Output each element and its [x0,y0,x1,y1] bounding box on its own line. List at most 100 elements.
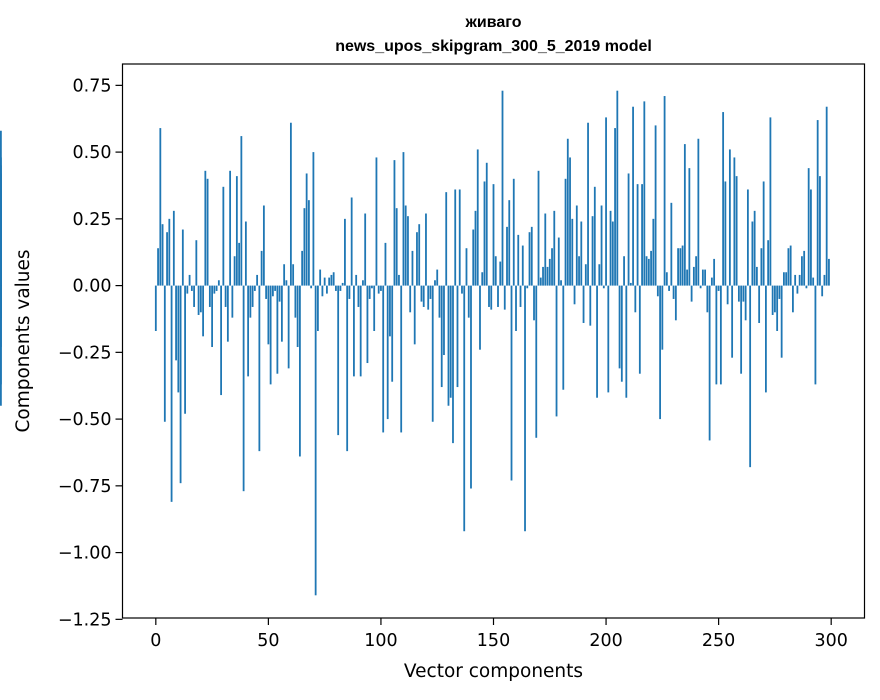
bar-239 [692,266,695,286]
bar-249 [715,285,718,385]
bar-63 [296,285,299,348]
bar-92 [362,280,364,286]
bar-37 [238,242,241,286]
bar-45 [256,274,259,286]
bar-274 [771,285,774,315]
bar-78 [330,274,333,286]
bar-198 [600,205,603,286]
bar-40 [244,221,247,286]
bar-35 [233,256,236,286]
bar-26 [213,285,216,294]
bar-138 [465,248,468,286]
bar-248 [713,258,716,286]
bar-187 [575,205,578,286]
bar-218 [645,256,648,286]
bar-148 [488,285,490,307]
bar-102 [384,242,387,286]
bar-243 [701,269,704,286]
bar-83 [341,282,344,286]
bar-114 [411,250,414,286]
bar-268 [758,285,761,323]
bar-294 [816,120,819,286]
bar-161 [517,234,520,286]
bar-132 [452,285,454,444]
bar-56 [280,285,283,342]
bar-109 [400,285,403,433]
bar-225 [661,285,664,350]
bar-28 [217,280,220,286]
bar-221 [652,218,655,286]
bar-175 [548,258,551,286]
bar-32 [226,285,229,342]
bar-213 [634,285,637,313]
x-tick-label: 100 [364,631,397,651]
bar-55 [278,285,281,302]
bar-121 [427,285,430,310]
bar-76 [326,285,328,294]
bar-124 [434,280,436,286]
bar-173 [544,213,547,286]
bar-116 [416,232,418,286]
x-tick-label: 250 [702,631,735,651]
bar-196 [596,285,598,398]
bar-154 [501,90,504,286]
bar-231 [674,285,677,321]
bar-223 [656,285,659,297]
bar-269 [760,248,763,286]
bar-99 [377,285,380,294]
bar-168 [533,285,535,321]
bar-171 [539,277,542,286]
bar-205 [616,90,619,286]
bar-165 [526,285,529,289]
bar-93 [364,213,367,286]
bar-253 [724,181,727,286]
bar-157 [508,200,511,286]
bar-117 [418,224,421,286]
bar-207 [620,285,623,382]
bar-120 [425,213,427,286]
bar-29 [220,285,222,396]
bar-258 [735,176,738,286]
bar-244 [704,269,707,286]
bar-202 [609,210,612,286]
bar-103 [386,285,389,420]
bar-57 [283,264,286,286]
bar-293 [814,285,817,385]
bar-170 [537,170,540,286]
chart-title: живаго [465,14,522,31]
bar-176 [551,248,553,286]
bar-42 [249,285,252,318]
bar-111 [404,205,407,286]
bar-81 [337,285,340,436]
bar-96 [371,285,373,289]
bar-183 [566,138,569,286]
bar-9 [175,285,177,361]
bar-278 [780,285,783,358]
bar-50 [267,285,270,345]
bar-242 [699,285,702,289]
bar-227 [665,272,668,286]
bar-71 [314,285,317,596]
x-tick-label: 300 [814,631,847,651]
bar-298 [825,106,828,286]
bar-27 [215,285,218,291]
y-tick-label: −1.00 [58,544,112,564]
bar-127 [440,285,443,388]
bar-210 [627,173,630,286]
bar-16 [190,285,193,291]
bar-84 [344,218,346,286]
bar-284 [794,274,797,286]
bar-61 [292,264,295,286]
bar-158 [510,285,513,481]
bar-44 [253,285,256,291]
bar-216 [641,184,643,286]
bar-166 [528,232,531,286]
bar-263 [746,189,749,286]
bar-67 [305,173,308,286]
bar-85 [346,285,349,452]
bar-282 [789,245,792,286]
bar-297 [823,274,826,286]
bar-195 [593,186,596,286]
